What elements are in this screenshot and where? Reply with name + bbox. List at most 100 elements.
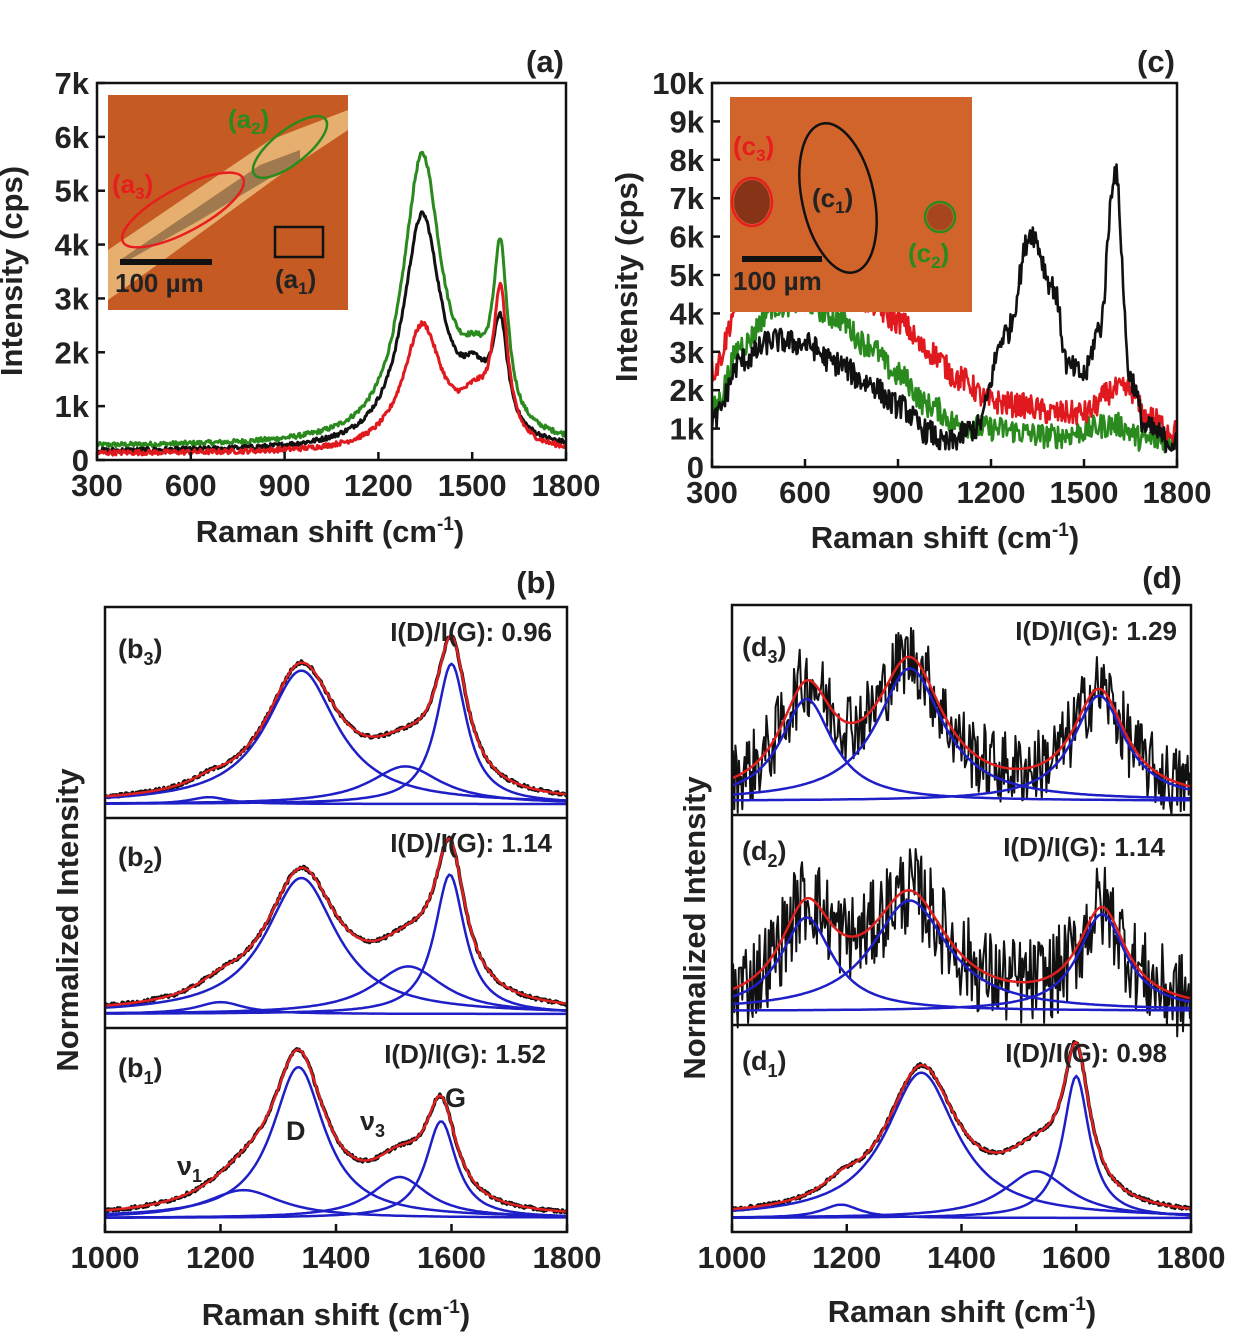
ratio-b2: I(D)/I(G): 1.14 [390,828,552,858]
panel-a-ytick-label-7k: 7k [55,66,90,101]
panel-b-xtick-label-1800: 1800 [533,1240,602,1275]
spectrum-b3-peak-4 [105,662,567,805]
spectrum-d2-peak-2 [732,899,1191,1010]
panel-b-xtick-label-1600: 1600 [417,1240,486,1275]
spectrum-d1-fit [732,1040,1191,1211]
panel-a-xtick-label-900: 900 [259,468,311,503]
inset-c-label-c3: (c3) [733,131,774,165]
spectrum-b1-fit [105,1048,567,1213]
panel-a: (a) 300 600 900 1200 1500 1800 0 1k 2k 3k 4k 5k 6k 7k… [0,44,600,549]
panel-c-series-black [712,163,1177,453]
panel-c-ytick-label-3k: 3k [670,335,705,370]
spectrum-b1-peak-2 [105,1065,567,1218]
panel-c-xtick-label-1200: 1200 [957,475,1026,510]
panel-a-series-red [97,281,566,457]
panel-label-c: (c) [1137,44,1175,79]
panel-b-xlabel: Raman shift (cm-1) [202,1297,470,1332]
ratio-b3: I(D)/I(G): 0.96 [390,617,552,647]
panel-d-xtick-label-1800: 1800 [1157,1240,1226,1275]
inset-c-region-c1 [798,122,878,274]
spectrum-d2-peak-3 [732,912,1191,1012]
panel-c-ytick-label-2k: 2k [670,373,705,408]
spectrum-b1-peak-4 [105,1120,567,1219]
panel-a-ytick-label-1k: 1k [55,389,90,424]
panel-a-ytick-label-2k: 2k [55,335,90,370]
inset-a-region-a2 [251,114,329,180]
inset-a-scalebar-label: 100 µm [115,268,204,298]
panel-c-ytick-label-10k: 10k [652,66,704,101]
subpanel-label-d1: (d1) [742,1046,787,1081]
spectrum-d2-data [732,848,1191,1038]
panel-c-ytick-label-5k: 5k [670,258,705,293]
panel-a-xtick-label-1500: 1500 [438,468,507,503]
panel-c-ytick-label-8k: 8k [670,143,705,178]
peak-label-v3: ν3 [360,1106,385,1141]
spectrum-b3-peak-1 [105,795,567,806]
ratio-d2: I(D)/I(G): 1.14 [1003,832,1165,862]
panel-c-xtick-label-600: 600 [779,475,831,510]
panel-a-inset-micrograph: 100 µm (a2) (a3) (a1) [108,95,348,310]
subpanel-label-d3: (d3) [742,632,787,667]
panel-a-ytick-label-5k: 5k [55,174,90,209]
spectrum-b3-fit [105,634,567,798]
panel-a-ytick-label-3k: 3k [55,281,90,316]
inset-c-label-c2: (c2) [908,238,949,272]
panel-c-ytick-label-1k: 1k [670,412,705,447]
panel-a-xtick-label-300: 300 [71,468,123,503]
panel-b-xtick-label-1200: 1200 [186,1240,255,1275]
panel-b-xtick-label-1400: 1400 [302,1240,371,1275]
spectrum-d1-peak-3 [732,1170,1191,1219]
panel-c-inset-micrograph: 100 µm (c3) (c1) (c2) [730,97,972,312]
panel-c-ylabel: Intensity (cps) [609,172,644,382]
panel-b: (b) 1000 1200 1400 1600 1800 Normalized Inte… [50,565,601,1332]
panel-d: (d) 1000 1200 1400 1600 1800 Normalized Inte… [677,560,1225,1329]
spectrum-d3-peak-2 [732,667,1191,800]
peak-label-D: D [286,1116,306,1146]
inset-c-label-c1: (c1) [812,183,853,217]
spectrum-b2-peak-4 [105,873,567,1015]
inset-a-region-a1 [273,225,325,259]
panel-c-xtick-label-300: 300 [686,475,738,510]
panel-d-ylabel: Normalized Intensity [677,776,712,1080]
subpanel-label-b3: (b3) [118,634,163,669]
panel-a-xtick-label-1200: 1200 [344,468,413,503]
panel-a-ytick-label-0: 0 [72,443,89,478]
panel-label-a: (a) [526,44,564,79]
panel-a-ylabel: Intensity (cps) [0,166,29,376]
panel-label-d: (d) [1142,560,1182,595]
inset-a-scalebar [120,259,212,265]
spectrum-d2-fit [732,889,1191,1000]
ratio-d3: I(D)/I(G): 1.29 [1015,616,1177,646]
panel-c-xlabel: Raman shift (cm-1) [811,520,1079,555]
inset-c-dark-spot [734,180,770,224]
subpanel-label-b2: (b2) [118,842,163,877]
panel-a-ytick-label-4k: 4k [55,228,90,263]
panel-c-ytick-label-4k: 4k [670,296,705,331]
inset-a-label-a3: (a3) [112,169,153,203]
panel-d-ticks: 1000 1200 1400 1600 1800 [698,1224,1226,1275]
panel-b-xtick-label-1000: 1000 [71,1240,140,1275]
panel-c-ytick-label-9k: 9k [670,104,705,139]
inset-a-region-a3 [120,171,246,249]
panel-c-ytick-label-7k: 7k [670,181,705,216]
subpanel-label-b1: (b1) [118,1053,163,1088]
spectrum-b2-peak-1 [105,1000,567,1016]
inset-c-region-c2 [923,200,957,234]
panel-c-xtick-label-1800: 1800 [1143,475,1212,510]
spectrum-d1-peak-2 [732,1071,1191,1216]
panel-a-xtick-label-1800: 1800 [532,468,601,503]
panel-a-series-green [97,150,566,448]
panel-label-b: (b) [516,565,556,600]
panel-c-xtick-label-1500: 1500 [1050,475,1119,510]
spectrum-b2-peak-3 [105,965,567,1015]
panel-d-xlabel: Raman shift (cm-1) [828,1294,1096,1329]
inset-c-scalebar [742,256,822,262]
panel-b-ticks: 1000 1200 1400 1600 1800 [71,1224,602,1275]
spectrum-d3-fit [732,655,1191,788]
spectrum-b2-fit [105,837,567,1007]
spectrum-b1-data [105,1047,567,1215]
spectrum-d1-peak-1 [732,1203,1191,1220]
peak-label-v1: ν1 [177,1151,202,1186]
